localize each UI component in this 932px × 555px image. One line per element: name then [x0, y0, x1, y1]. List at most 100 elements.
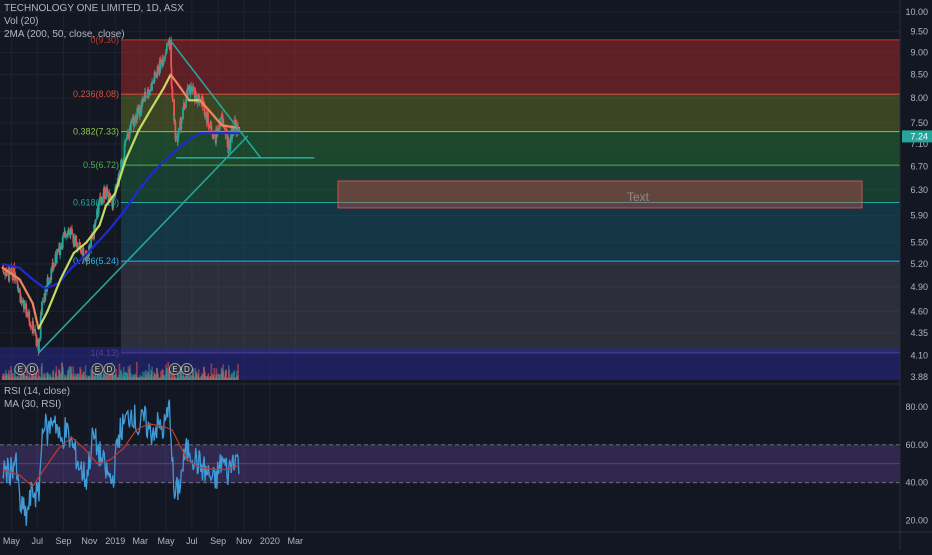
volume-bar [74, 373, 76, 380]
price-tick-label: 4.90 [910, 282, 928, 292]
volume-bar [233, 370, 236, 380]
time-tick-label: Nov [81, 536, 98, 546]
candle-body [103, 186, 106, 199]
candle-body [16, 283, 19, 289]
volume-bar [80, 369, 82, 380]
candle-body [223, 126, 226, 128]
candle-body [145, 96, 148, 98]
volume-bar [100, 374, 103, 380]
candle-body [156, 72, 159, 79]
volume-bar [177, 370, 179, 380]
candle-body [159, 59, 162, 70]
volume-bar [210, 363, 213, 380]
volume-bar [85, 374, 87, 380]
volume-bar [136, 377, 139, 380]
candle-body [207, 124, 210, 128]
ma50-line [207, 109, 224, 127]
candle-body [186, 87, 189, 99]
volume-bar [121, 373, 124, 380]
volume-bar [118, 363, 121, 380]
candle-body [163, 58, 165, 62]
candle-body [70, 228, 73, 230]
volume-bar [38, 375, 41, 380]
upper-trendline [169, 39, 262, 159]
trendlines[interactable] [37, 39, 315, 354]
candle-body [144, 96, 147, 99]
candle-body [164, 55, 167, 59]
candle-body [203, 102, 206, 104]
candle-body [38, 338, 41, 343]
candle-body [183, 107, 186, 109]
candle-body [29, 325, 32, 327]
ma50-line [46, 278, 62, 313]
volume-bar [218, 374, 221, 380]
volume-bar [207, 373, 210, 380]
marker-label: D [184, 365, 190, 374]
fib-retracement[interactable]: 0(9.30) 0.236(8.08) 0.382(7.33) 0.5(6.72) 0.… [0, 35, 900, 380]
fib-level-label: 0.786(5.24) [73, 256, 119, 266]
volume-bar [234, 377, 236, 380]
volume-bar [26, 368, 28, 380]
volume-bar [23, 374, 26, 380]
volume-bar [180, 366, 183, 380]
rsi-label[interactable]: RSI (14, close) [4, 386, 71, 397]
ma50-line [169, 73, 182, 90]
candle-body [198, 95, 200, 102]
candle-body [74, 235, 76, 245]
ma50-line [37, 310, 49, 330]
volume-bar [222, 364, 225, 380]
volume-bar [120, 370, 122, 380]
candle-body [35, 334, 38, 346]
time-tick-label: Sep [210, 536, 226, 546]
volume-bar [180, 376, 183, 380]
volume-bar [133, 374, 136, 380]
price-tick-label: 4.60 [910, 306, 928, 316]
candle-body [198, 101, 201, 103]
annotation-box[interactable] [337, 180, 863, 209]
price-tick-label: 5.50 [910, 237, 928, 247]
candle-body [32, 321, 34, 334]
ma50-line [198, 99, 210, 112]
candle-body [162, 61, 165, 65]
rsi-ma-label[interactable]: MA (30, RSI) [4, 399, 62, 410]
candle-body [53, 264, 56, 266]
candle-body [132, 115, 135, 127]
candle-body [174, 136, 177, 140]
volume-bar [201, 373, 204, 380]
text-annotation[interactable]: Text [337, 180, 863, 209]
volume-bar [112, 376, 115, 380]
volume-bars [1, 361, 239, 380]
earnings-marker-icon [91, 363, 104, 375]
candle-body [228, 140, 231, 150]
candle-body [123, 157, 126, 159]
volume-bar [161, 368, 164, 380]
dividend-marker-icon [103, 363, 116, 375]
candle-body [56, 248, 59, 255]
candle-body [8, 269, 11, 281]
candle-body [106, 187, 109, 190]
volume-bar [213, 367, 216, 380]
volume-bar [237, 363, 239, 380]
ma50-line [1, 266, 21, 281]
ma50-line [179, 87, 191, 102]
symbol-label[interactable]: TECHNOLOGY ONE LIMITED, 1D, ASX [4, 3, 184, 14]
volume-bar [142, 377, 144, 380]
candle-body [127, 131, 130, 139]
price-tick-label: 10.00 [905, 7, 928, 17]
candle-body [44, 286, 47, 301]
candle-body [55, 254, 58, 264]
volume-bar [167, 361, 169, 380]
volume-bar [186, 370, 189, 380]
volume-bar [26, 375, 29, 380]
volume-bar [37, 368, 40, 380]
candle-body [84, 256, 87, 260]
volume-bar [126, 372, 128, 380]
volume-label[interactable]: Vol (20) [4, 16, 39, 27]
volume-bar [212, 374, 214, 380]
ma-label[interactable]: 2MA (200, 50, close, close) [4, 29, 125, 40]
candle-body [183, 102, 186, 108]
candle-body [10, 267, 13, 273]
time-tick-label: May [3, 536, 21, 546]
